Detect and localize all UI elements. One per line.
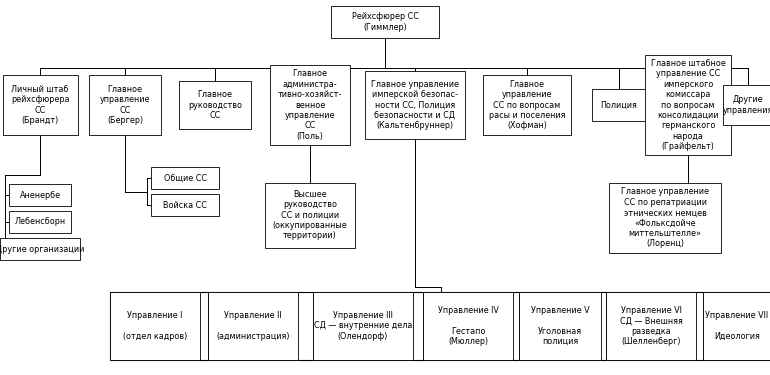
- FancyBboxPatch shape: [179, 81, 251, 129]
- FancyBboxPatch shape: [703, 292, 770, 360]
- Text: Главное
управление
СС по вопросам
расы и поселения
(Хофман): Главное управление СС по вопросам расы и…: [489, 80, 565, 130]
- FancyBboxPatch shape: [2, 75, 78, 135]
- Text: Управление VI
СД — Внешняя
разведка
(Шелленберг): Управление VI СД — Внешняя разведка (Шел…: [620, 306, 682, 346]
- FancyBboxPatch shape: [110, 292, 200, 360]
- FancyBboxPatch shape: [591, 89, 647, 121]
- FancyBboxPatch shape: [208, 292, 298, 360]
- Text: Главное
администра-
тивно-хозяйст-
венное
управление
СС
(Поль): Главное администра- тивно-хозяйст- венно…: [278, 69, 342, 141]
- Text: Главное штабное
управление СС
имперского
комиссара
по вопросам
консолидации
герм: Главное штабное управление СС имперского…: [651, 59, 725, 151]
- FancyBboxPatch shape: [9, 211, 71, 233]
- FancyBboxPatch shape: [609, 183, 721, 253]
- Text: Другие
управления: Другие управления: [723, 95, 770, 115]
- Text: Высшее
руководство
СС и полиции
(оккупированные
территории): Высшее руководство СС и полиции (оккупир…: [273, 190, 347, 240]
- Text: Главное
руководство
СС: Главное руководство СС: [188, 90, 242, 120]
- FancyBboxPatch shape: [723, 85, 770, 125]
- FancyBboxPatch shape: [645, 55, 731, 155]
- Text: Рейхсфюрер СС
(Гиммлер): Рейхсфюрер СС (Гиммлер): [352, 12, 418, 32]
- Text: Лебенсборн: Лебенсборн: [15, 217, 65, 226]
- Text: Управление I

(отдел кадров): Управление I (отдел кадров): [123, 311, 187, 341]
- Text: Управление V

Уголовная
полиция: Управление V Уголовная полиция: [531, 306, 589, 346]
- FancyBboxPatch shape: [483, 75, 571, 135]
- FancyBboxPatch shape: [606, 292, 696, 360]
- FancyBboxPatch shape: [365, 71, 465, 139]
- Text: Другие организации: Другие организации: [0, 244, 84, 254]
- Text: Общие СС: Общие СС: [163, 174, 206, 183]
- FancyBboxPatch shape: [0, 238, 80, 260]
- Text: Полиция: Полиция: [601, 100, 638, 109]
- Text: Главное управление
СС по репатриации
этнических немцев
«Фольксдойче
миттельштелл: Главное управление СС по репатриации этн…: [621, 188, 709, 249]
- Text: Управление VII

Идеология: Управление VII Идеология: [705, 311, 768, 341]
- FancyBboxPatch shape: [331, 6, 439, 38]
- FancyBboxPatch shape: [110, 292, 770, 360]
- FancyBboxPatch shape: [265, 183, 355, 248]
- FancyBboxPatch shape: [151, 194, 219, 216]
- Text: Управление IV

Гестапо
(Мюллер): Управление IV Гестапо (Мюллер): [437, 306, 498, 346]
- FancyBboxPatch shape: [519, 292, 601, 360]
- Text: Управление II

(администрация): Управление II (администрация): [216, 311, 290, 341]
- Text: Аненербе: Аненербе: [19, 190, 61, 200]
- Text: Главное управление
имперской безопас-
ности СС, Полиция
безопасности и СД
(Кальт: Главное управление имперской безопас- но…: [371, 80, 459, 130]
- FancyBboxPatch shape: [270, 65, 350, 145]
- FancyBboxPatch shape: [151, 167, 219, 189]
- FancyBboxPatch shape: [9, 184, 71, 206]
- FancyBboxPatch shape: [89, 75, 161, 135]
- FancyBboxPatch shape: [313, 292, 413, 360]
- Text: Главное
управление
СС
(Бергер): Главное управление СС (Бергер): [100, 85, 150, 125]
- FancyBboxPatch shape: [423, 292, 513, 360]
- Text: Управление III
СД — внутренние дела
(Олендорф): Управление III СД — внутренние дела (Оле…: [314, 311, 412, 341]
- Text: Войска СС: Войска СС: [163, 201, 207, 210]
- Text: Личный штаб
рейхсфюрера
СС
(Брандт): Личный штаб рейхсфюрера СС (Брандт): [11, 85, 69, 125]
